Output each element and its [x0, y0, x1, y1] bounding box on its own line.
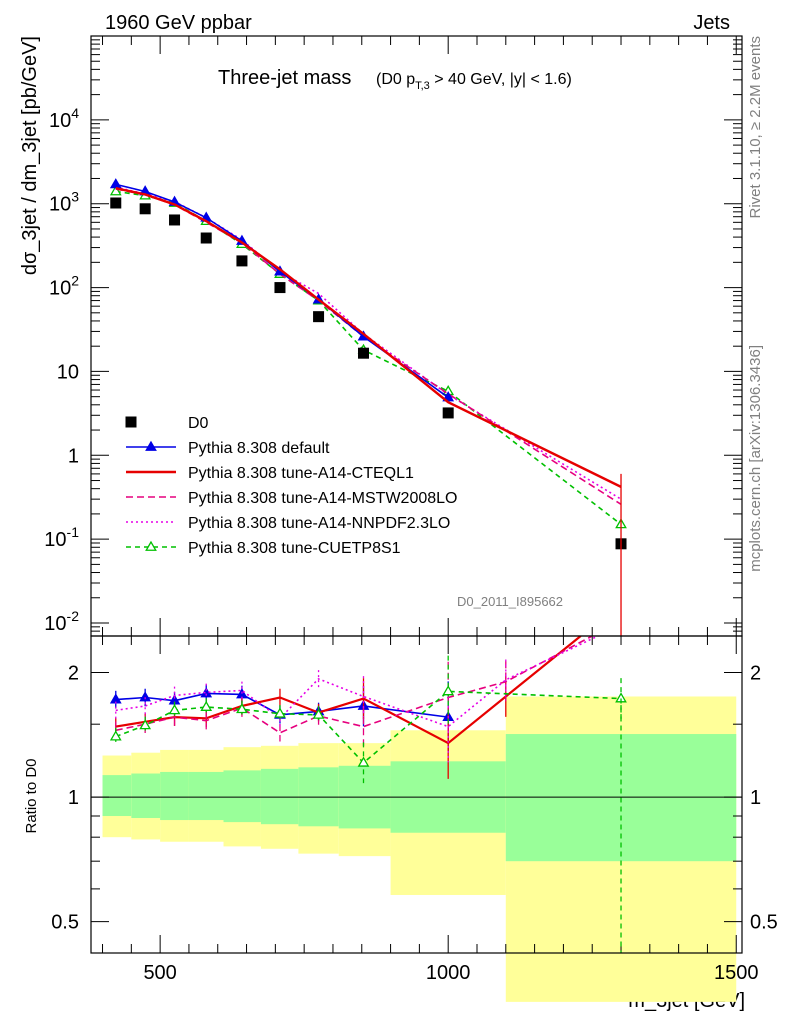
- main-ylabel: dσ_3jet / dm_3jet [pb/GeV]: [19, 36, 41, 275]
- series-line-4: [115, 186, 622, 500]
- data-point-d0: [313, 311, 325, 323]
- legend-marker-d0: [125, 416, 137, 428]
- ratio-ylabel: Ratio to D0: [23, 758, 40, 833]
- ratio-marker-0: [139, 691, 152, 702]
- ratio-frame: [90, 635, 743, 954]
- ratio-y-tick-label-right: 1: [750, 787, 761, 809]
- legend-label-4: Pythia 8.308 tune-A14-NNPDF2.3LO: [188, 515, 450, 532]
- y-tick-label: 103: [49, 189, 79, 216]
- energy-label: 1960 GeV ppbar: [105, 12, 252, 34]
- ratio-line-4: [115, 690, 622, 764]
- ratio-marker-4: [312, 708, 325, 719]
- ratio-y-tick-label: 2: [68, 662, 79, 684]
- uncertainty-band-inner: [188, 771, 224, 821]
- legend-label-2: Pythia 8.308 tune-A14-CTEQL1: [188, 465, 414, 482]
- data-point-d0: [110, 197, 122, 209]
- x-tick-label: 1500: [714, 962, 759, 984]
- series-marker-1: [109, 178, 122, 189]
- legend: D0 Pythia 8.308 default Pythia 8.308 tune-…: [125, 415, 457, 557]
- legend-marker-1: [145, 440, 157, 451]
- x-tick-label: 1000: [426, 962, 471, 984]
- y-tick-label: 102: [49, 273, 79, 300]
- data-point-d0: [357, 347, 369, 359]
- uncertainty-band-inner: [131, 773, 161, 819]
- process-label: Jets: [693, 12, 730, 34]
- uncertainty-band-inner: [260, 768, 299, 825]
- uncertainty-band-inner: [223, 770, 261, 823]
- legend-label-5: Pythia 8.308 tune-CUETP8S1: [188, 540, 401, 557]
- legend-label-1: Pythia 8.308 default: [188, 440, 330, 457]
- data-point-d0: [236, 255, 248, 267]
- title-main: Three-jet mass: [218, 67, 351, 89]
- y-tick-label: 1: [68, 445, 79, 467]
- ratio-y-tick-label: 1: [68, 787, 79, 809]
- ratio-y-tick-label-right: 0.5: [750, 912, 778, 934]
- uncertainty-band-inner: [102, 775, 132, 817]
- ratio-marker-4: [109, 730, 122, 741]
- series-line-5: [115, 190, 622, 526]
- y-tick-label: 104: [49, 105, 79, 132]
- x-tick-label: 500: [143, 962, 176, 984]
- ratio-line-2: [115, 636, 593, 734]
- ratio-marker-4: [168, 704, 181, 715]
- legend-label-3: Pythia 8.308 tune-A14-MSTW2008LO: [188, 490, 457, 507]
- series-line-3: [115, 188, 622, 506]
- uncertainty-band-inner: [160, 771, 189, 821]
- data-point-d0: [274, 282, 286, 294]
- series-line-2: [115, 187, 622, 488]
- data-point-d0: [139, 203, 151, 215]
- ratio-marker-4: [274, 707, 286, 718]
- ratio-marker-4: [200, 700, 213, 711]
- main-panel: 10-2 10-1 1 10 102 103 104: [44, 35, 743, 637]
- ratio-y-tick-label: 0.5: [51, 912, 79, 934]
- rivet-label: Rivet 3.1.10, ≥ 2.2M events: [747, 36, 764, 219]
- ratio-marker-4: [139, 719, 152, 730]
- y-tick-label: 10-1: [44, 524, 79, 551]
- legend-marker-5: [145, 540, 157, 551]
- y-tick-label: 10-2: [44, 608, 79, 635]
- ratio-marker-4: [442, 685, 455, 696]
- series-marker-5: [109, 185, 122, 196]
- mcplots-label: mcplots.cern.ch [arXiv:1306.3436]: [747, 345, 764, 572]
- data-point-d0: [442, 407, 454, 419]
- legend-label-0: D0: [188, 415, 209, 432]
- y-tick-label: 10: [57, 361, 79, 383]
- ratio-y-tick-label-right: 2: [750, 662, 761, 684]
- data-point-d0: [200, 232, 212, 244]
- analysis-id: D0_2011_I895662: [457, 594, 563, 609]
- plot-title: Three-jet mass (D0 pT,3 > 40 GeV, |y| < …: [218, 67, 572, 92]
- ratio-panel: 500 1000 1500 0.5 0.5 1 1 2 2: [51, 635, 778, 1002]
- title-cut: (D0 pT,3 > 40 GeV, |y| < 1.6): [376, 71, 572, 92]
- ratio-marker-4: [357, 756, 370, 767]
- ratio-marker-4: [236, 702, 248, 714]
- data-point-d0: [169, 214, 181, 226]
